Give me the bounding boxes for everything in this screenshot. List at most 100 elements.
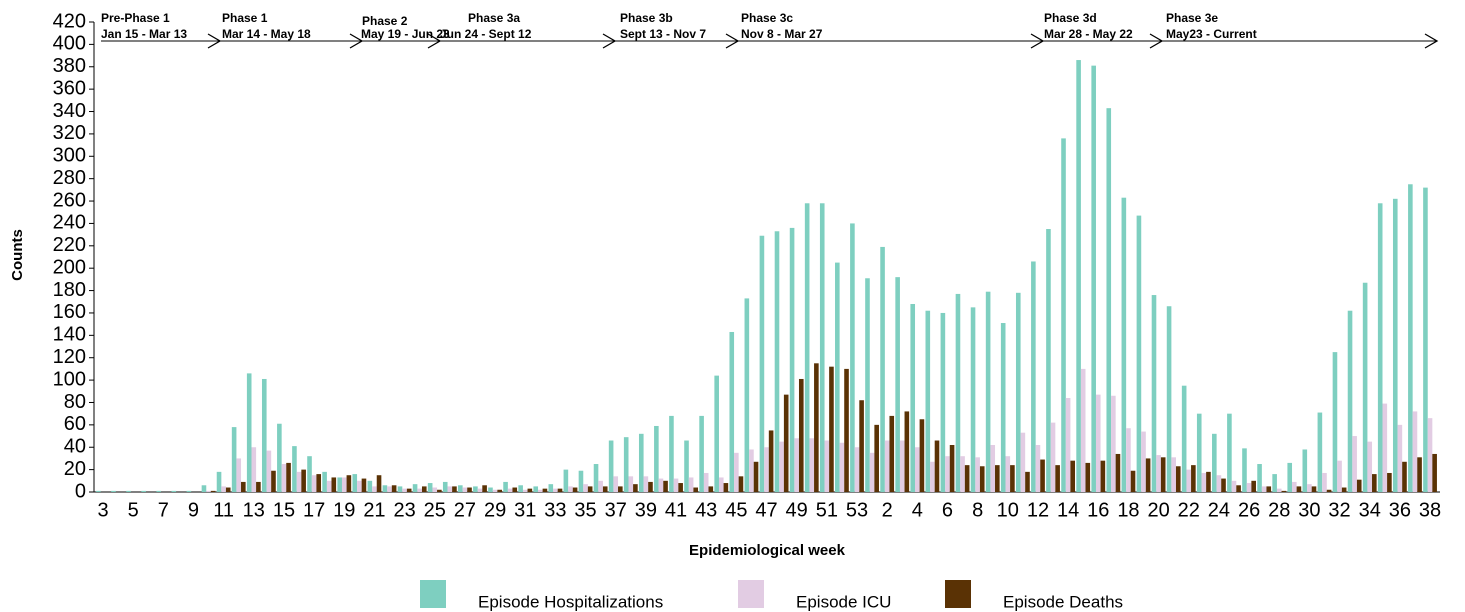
bar <box>533 486 539 492</box>
bar <box>764 447 769 492</box>
bar <box>488 487 493 492</box>
bar <box>699 415 704 492</box>
y-tick-label: 80 <box>64 391 86 413</box>
bar <box>729 331 735 492</box>
bar <box>684 440 689 492</box>
bar <box>819 203 825 493</box>
bar <box>613 476 619 492</box>
x-tick-label: 13 <box>243 499 265 521</box>
y-tick-label: 240 <box>53 212 86 234</box>
bar <box>497 489 502 492</box>
bar <box>1031 261 1036 492</box>
bar <box>749 449 754 492</box>
bar <box>206 490 211 492</box>
bar <box>874 424 879 492</box>
y-tick-label: 180 <box>53 279 86 301</box>
y-tick-label: 400 <box>53 33 86 55</box>
bar <box>602 486 608 492</box>
bar <box>850 223 855 492</box>
x-tick-label: 9 <box>188 499 199 521</box>
phase-dates: May23 - Current <box>1166 27 1257 41</box>
bar <box>587 486 593 492</box>
bar <box>417 488 422 492</box>
bar <box>835 262 840 492</box>
bar <box>633 484 638 492</box>
legend-label: Episode Deaths <box>1003 592 1123 611</box>
bar <box>1332 352 1338 492</box>
bar <box>964 465 970 492</box>
bar <box>462 487 468 492</box>
legend-label: Episode ICU <box>796 592 891 611</box>
x-tick-label: 17 <box>303 499 325 521</box>
phase-label: Phase 3a <box>468 11 520 25</box>
bar <box>296 471 302 492</box>
bar <box>889 415 895 492</box>
bar <box>171 490 177 492</box>
bar <box>236 458 242 492</box>
x-tick-label: 21 <box>363 499 385 521</box>
bar <box>447 486 453 492</box>
bar <box>518 485 523 492</box>
bar <box>382 485 388 492</box>
bar <box>678 483 683 492</box>
bar <box>210 490 216 492</box>
bar <box>111 490 116 492</box>
bar <box>568 486 573 492</box>
bar <box>789 227 795 492</box>
bar <box>1111 395 1116 492</box>
bar <box>251 447 257 492</box>
bar <box>949 445 955 492</box>
bar <box>256 481 261 492</box>
bar <box>1025 471 1030 492</box>
bar <box>1085 462 1091 492</box>
bar <box>156 490 162 492</box>
bar <box>538 489 543 492</box>
bar <box>1186 469 1192 492</box>
bar <box>563 469 569 492</box>
bar <box>1231 480 1237 492</box>
y-tick-label: 140 <box>53 324 86 346</box>
x-tick-label: 2 <box>882 499 893 521</box>
x-tick-label: 41 <box>665 499 687 521</box>
bar <box>1382 403 1388 492</box>
bar <box>1352 436 1357 492</box>
bar <box>1377 203 1383 493</box>
bar <box>1212 433 1217 492</box>
bar <box>316 474 322 492</box>
bar <box>783 394 789 492</box>
bar <box>281 464 287 492</box>
bar <box>1151 295 1157 492</box>
x-tick-label: 26 <box>1238 499 1260 521</box>
x-tick-label: 22 <box>1178 499 1200 521</box>
phase-label: Phase 2 <box>362 14 408 28</box>
bar <box>477 488 483 492</box>
x-tick-label: 25 <box>424 499 446 521</box>
bar <box>346 475 352 492</box>
bar <box>96 490 101 492</box>
bar <box>372 486 377 492</box>
phase-dates: Jan 15 - Mar 13 <box>101 27 187 41</box>
bar <box>266 450 272 492</box>
y-tick-label: 380 <box>53 55 86 77</box>
y-tick-label: 320 <box>53 122 86 144</box>
phase-dates: Mar 14 - May 18 <box>222 27 311 41</box>
bar <box>779 441 784 492</box>
y-tick-label: 200 <box>53 256 86 278</box>
bar <box>1076 60 1081 493</box>
x-tick-label: 20 <box>1147 499 1169 521</box>
x-tick-label: 23 <box>393 499 415 521</box>
bar <box>859 400 864 492</box>
bar <box>1130 470 1136 492</box>
bar <box>910 304 916 492</box>
bar <box>1106 108 1112 493</box>
bar <box>241 481 246 492</box>
bar <box>718 477 724 492</box>
bar <box>919 419 925 492</box>
bar <box>960 456 965 492</box>
x-tick-label: 8 <box>972 499 983 521</box>
bar <box>985 291 991 492</box>
bar <box>1281 490 1287 492</box>
bar <box>1000 323 1006 492</box>
bar <box>1206 471 1211 492</box>
